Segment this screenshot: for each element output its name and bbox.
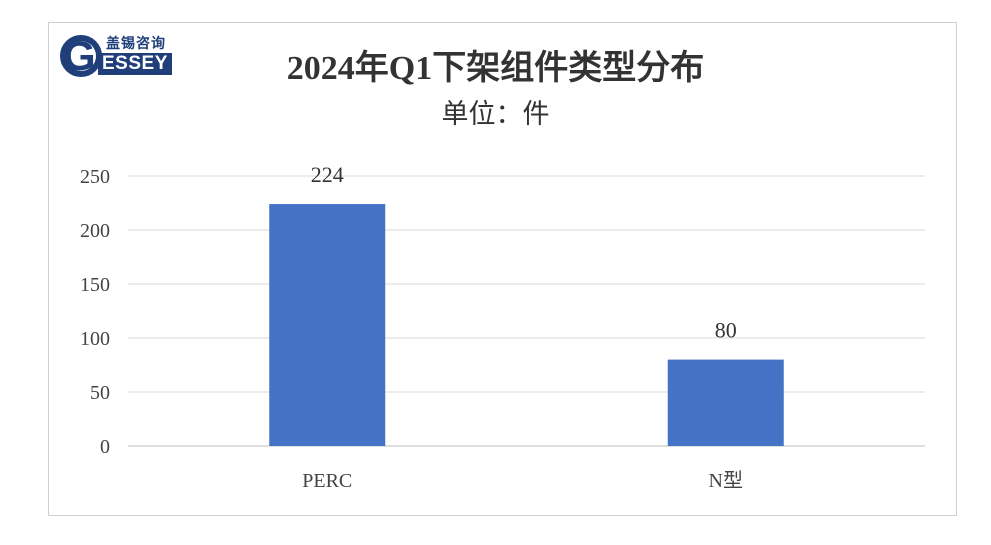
category-label: PERC: [302, 470, 352, 492]
y-tick-label: 200: [80, 220, 110, 242]
data-label: 80: [715, 318, 737, 343]
logo-english-name: ESSEY: [98, 53, 172, 75]
y-tick-label: 150: [80, 274, 110, 296]
y-tick-label: 100: [80, 328, 110, 350]
data-labels: 224 80: [311, 162, 737, 343]
bar-n-type: [667, 359, 784, 446]
y-tick-label: 250: [80, 166, 110, 188]
logo-chinese-name: 盖锡咨询: [106, 36, 166, 52]
data-label: 224: [311, 162, 344, 187]
x-axis-category-labels: PERC N型: [302, 469, 743, 492]
y-tick-label: 50: [90, 382, 110, 404]
chart-subtitle: 单位：件: [441, 99, 550, 129]
chart-frame: [48, 22, 957, 516]
bars: [269, 204, 784, 446]
bar-perc: [269, 204, 386, 446]
y-tick-label: 0: [100, 436, 110, 458]
category-label: N型: [709, 469, 743, 492]
y-axis-tick-labels: 0 50 100 150 200 250: [80, 166, 110, 458]
logo-letter: G: [63, 32, 96, 79]
chart-title: 2024年Q1下架组件类型分布: [286, 50, 705, 87]
company-logo: G 盖锡咨询 ESSEY: [60, 33, 190, 83]
gridlines: [128, 175, 925, 447]
